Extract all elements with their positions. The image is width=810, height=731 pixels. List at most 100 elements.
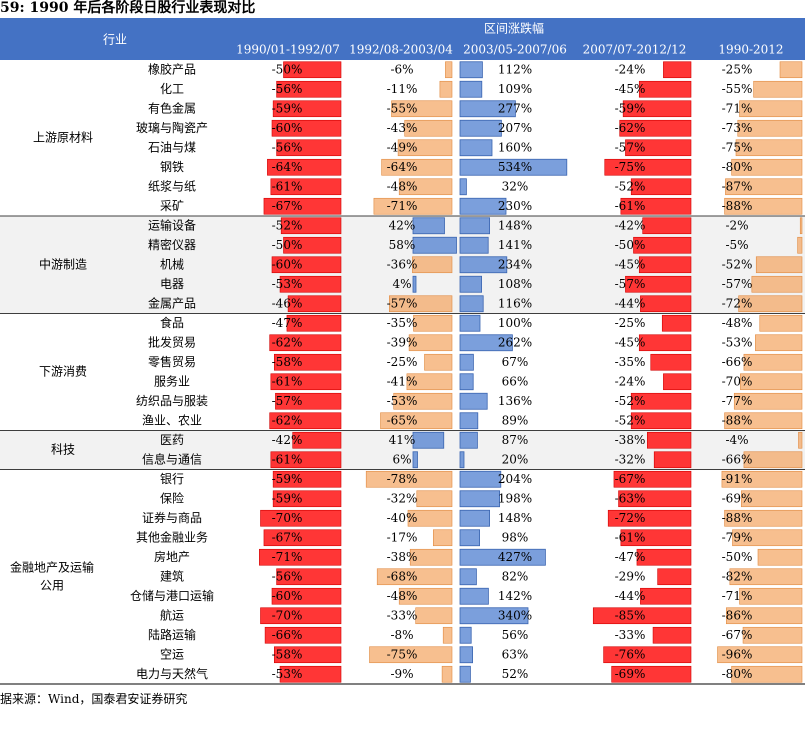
- bar: [271, 587, 342, 605]
- bar: [459, 431, 478, 449]
- bar: [459, 158, 568, 176]
- value-label: -55%: [722, 82, 753, 96]
- bar: [276, 139, 342, 157]
- bar: [759, 314, 803, 332]
- value-label: -59%: [615, 101, 646, 115]
- value-label: -79%: [722, 530, 753, 544]
- value-label: -50%: [722, 550, 753, 564]
- header-group-label: 区间涨跌幅: [484, 21, 544, 36]
- value-label: 6%: [392, 452, 411, 466]
- industry-label: 银行: [160, 472, 184, 486]
- value-label: -52%: [615, 413, 646, 427]
- value-label: 32%: [502, 179, 529, 193]
- value-label: -36%: [387, 257, 418, 271]
- value-label: -87%: [722, 179, 753, 193]
- value-label: 98%: [502, 530, 529, 544]
- bar: [397, 139, 453, 157]
- value-label: -52%: [272, 218, 303, 232]
- bar: [640, 587, 692, 605]
- bar: [439, 80, 453, 98]
- bar: [751, 275, 803, 293]
- industry-label: 化工: [160, 82, 184, 96]
- industry-label: 仓储与港口运输: [130, 588, 214, 603]
- value-label: -49%: [387, 140, 418, 154]
- industry-label: 信息与通信: [142, 451, 202, 466]
- value-label: -57%: [722, 277, 753, 291]
- bar: [797, 236, 803, 254]
- bar: [638, 80, 692, 98]
- value-label: -65%: [387, 413, 418, 427]
- value-label: -66%: [722, 452, 753, 466]
- value-label: -39%: [387, 335, 418, 349]
- value-label: -66%: [722, 355, 753, 369]
- value-label: 82%: [502, 569, 529, 583]
- bar: [459, 217, 491, 235]
- bar: [459, 275, 483, 293]
- bar: [732, 529, 803, 547]
- bar: [459, 392, 488, 410]
- bar: [416, 490, 453, 508]
- value-label: -55%: [387, 101, 418, 115]
- value-label: 534%: [498, 160, 532, 174]
- value-label: 148%: [498, 511, 532, 525]
- bar: [743, 353, 803, 371]
- value-label: 56%: [502, 628, 529, 642]
- value-label: -60%: [272, 589, 303, 603]
- value-label: -70%: [272, 511, 303, 525]
- bar: [640, 295, 692, 313]
- bar: [441, 665, 453, 683]
- bar: [276, 568, 342, 586]
- value-label: -32%: [387, 491, 418, 505]
- bar: [459, 139, 493, 157]
- bar: [412, 275, 417, 293]
- bar: [459, 119, 502, 137]
- bar: [459, 256, 508, 274]
- bar: [755, 334, 803, 352]
- bar: [657, 568, 692, 586]
- industry-label: 保险: [160, 490, 184, 505]
- bar: [412, 431, 445, 449]
- industry-label: 金属产品: [148, 295, 196, 310]
- value-label: 277%: [498, 101, 532, 115]
- value-label: -40%: [387, 511, 418, 525]
- bar: [283, 61, 342, 79]
- bar: [636, 548, 692, 566]
- bar: [412, 451, 418, 469]
- bar: [619, 119, 692, 137]
- bar: [393, 392, 453, 410]
- value-label: 230%: [498, 199, 532, 213]
- bar: [755, 256, 803, 274]
- bar: [376, 568, 453, 586]
- bar: [270, 178, 342, 196]
- value-label: -56%: [272, 140, 303, 154]
- value-label: -77%: [722, 394, 753, 408]
- value-label: -33%: [387, 608, 418, 622]
- value-label: -58%: [272, 647, 303, 661]
- industry-label: 批发贸易: [148, 334, 196, 349]
- industry-label: 有色金属: [148, 100, 196, 115]
- value-label: -61%: [272, 452, 303, 466]
- bar: [459, 353, 474, 371]
- bar: [740, 373, 803, 391]
- bar: [724, 197, 803, 215]
- value-label: -70%: [272, 608, 303, 622]
- industry-label: 证券与商品: [142, 510, 202, 525]
- value-label: -82%: [722, 569, 753, 583]
- bar: [270, 373, 342, 391]
- value-label: -76%: [615, 647, 646, 661]
- value-label: -45%: [615, 257, 646, 271]
- value-label: -88%: [722, 413, 753, 427]
- value-label: 198%: [498, 491, 532, 505]
- industry-label: 电力与天然气: [136, 666, 208, 681]
- bar: [283, 236, 342, 254]
- bar: [753, 80, 803, 98]
- value-label: 67%: [502, 355, 529, 369]
- bar: [653, 451, 692, 469]
- bar: [409, 548, 453, 566]
- value-label: 20%: [502, 452, 529, 466]
- bar: [406, 373, 453, 391]
- bar: [412, 256, 453, 274]
- bar: [412, 217, 445, 235]
- bar: [373, 197, 453, 215]
- industry-label: 航运: [160, 607, 184, 622]
